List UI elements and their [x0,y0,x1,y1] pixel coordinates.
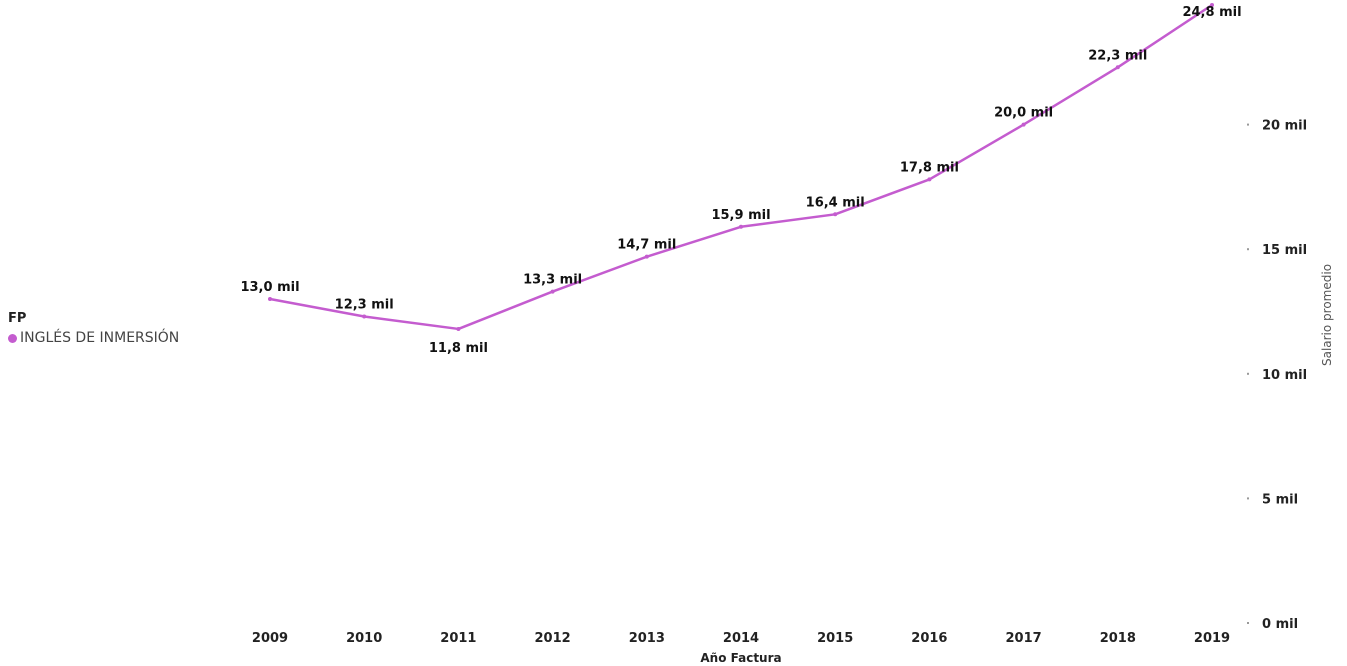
x-tick-label: 2010 [346,631,382,646]
x-tick-label: 2016 [911,631,947,646]
x-tick-label: 2013 [629,631,665,646]
data-point [833,212,838,217]
y-axis-ticks: 0 mil 5 mil 10 mil 15 mil 20 mil [1247,119,1307,632]
series-layer [268,2,1214,331]
data-label: 24,8 mil [1182,5,1241,20]
legend-item[interactable]: INGLÉS DE INMERSIÓN [8,330,179,346]
y-tick-label: 10 mil [1262,368,1307,383]
y-tick-mark [1247,372,1249,375]
x-axis-title: Año Factura [700,651,781,665]
data-point [550,289,555,294]
x-tick-label: 2009 [252,631,288,646]
data-point [739,224,743,229]
x-axis-ticks: 2009 2010 2011 2012 2013 2014 2015 2016 2017 2018… [252,631,1230,646]
x-tick-label: 2017 [1006,631,1042,646]
data-label: 14,7 mil [617,238,676,253]
data-labels: 13,0 mil 12,3 mil 11,8 mil 13,3 mil 14,7 mil… [240,5,1241,356]
y-tick-label: 5 mil [1262,492,1298,507]
data-point [1115,65,1120,70]
data-point [456,326,461,331]
x-tick-label: 2015 [817,631,853,646]
data-point [1021,122,1026,127]
data-label: 11,8 mil [429,341,488,356]
y-tick-mark [1247,123,1249,126]
data-label: 13,0 mil [240,280,299,295]
data-label: 22,3 mil [1088,48,1147,63]
y-tick-label: 0 mil [1262,617,1298,632]
legend-swatch [8,333,17,343]
y-tick-label: 20 mil [1262,119,1307,134]
x-tick-label: 2011 [440,631,476,646]
data-label: 16,4 mil [806,195,865,210]
data-label: 15,9 mil [711,208,770,223]
legend-item-label: INGLÉS DE INMERSIÓN [20,330,180,346]
y-axis-title: Salario promedio [1320,264,1334,366]
data-label: 20,0 mil [994,106,1053,121]
y-tick-mark [1247,497,1249,500]
data-point [362,314,367,319]
data-label: 12,3 mil [335,297,394,312]
data-point [927,177,932,182]
data-label: 13,3 mil [523,273,582,288]
data-point [644,254,649,259]
data-point [268,297,272,302]
x-tick-label: 2019 [1194,631,1230,646]
y-tick-label: 15 mil [1262,243,1307,258]
data-label: 17,8 mil [900,160,959,175]
y-tick-mark [1247,622,1249,624]
y-tick-mark [1247,248,1249,251]
legend: FP INGLÉS DE INMERSIÓN [8,311,179,346]
x-tick-label: 2012 [535,631,571,646]
x-tick-label: 2014 [723,631,759,646]
series-line [269,3,1213,331]
x-tick-label: 2018 [1100,631,1136,646]
legend-title: FP [8,311,27,326]
data-point [1210,2,1214,7]
